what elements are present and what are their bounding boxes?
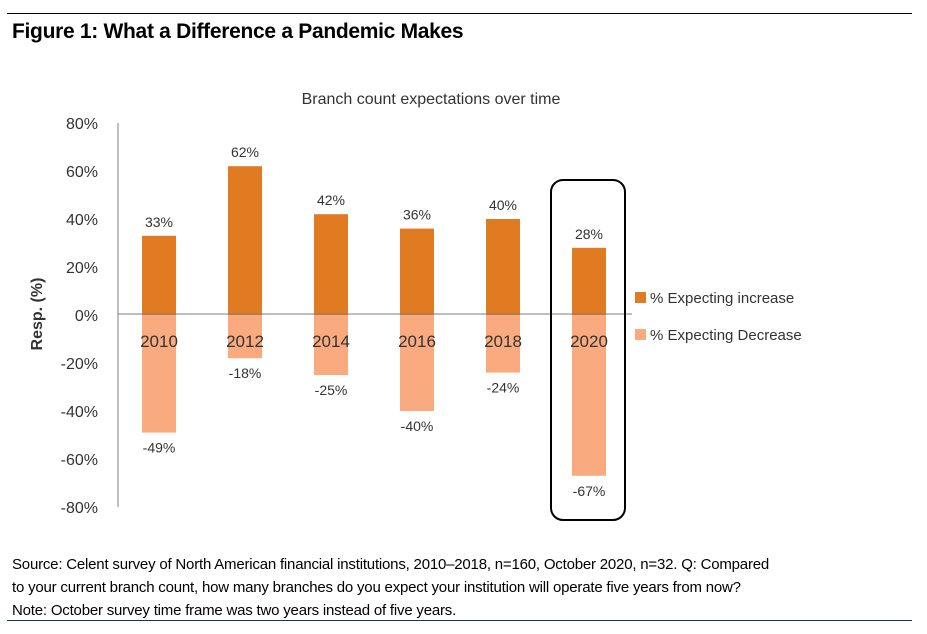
y-tick-label: 80% [66,116,98,133]
legend-label-decrease: % Expecting Decrease [650,327,802,344]
bar-decrease-2010 [142,315,176,433]
data-label-decrease: -24% [487,380,520,396]
source-note: Source: Celent survey of North American … [12,553,912,622]
bar-increase-2020 [572,247,606,315]
legend-swatch-decrease [635,329,646,340]
bar-increase-2014 [314,214,348,315]
data-label-increase: 42% [317,192,345,208]
figure-title: Figure 1: What a Difference a Pandemic M… [12,20,464,43]
data-label-decrease: -18% [229,365,262,381]
source-line: Source: Celent survey of North American … [12,556,770,573]
bar-increase-2010 [142,235,176,315]
top-rule [7,13,912,14]
note-line: Note: October survey time frame was two … [12,602,457,619]
data-label-increase: 28% [575,226,603,242]
bar-increase-2018 [486,219,520,315]
bar-chart: Branch count expectations over time Resp… [29,91,802,521]
y-tick-label: 0% [75,308,98,325]
data-label-increase: 40% [489,197,517,213]
data-label-decrease: -40% [401,418,434,434]
data-label-increase: 36% [403,207,431,223]
chart-title: Branch count expectations over time [302,91,561,108]
y-tick-label: -80% [61,500,98,517]
x-tick-label: 2016 [398,332,436,351]
x-tick-labels: 2010 2012 2014 2016 2018 2020 [140,332,608,351]
legend-label-increase: % Expecting increase [650,290,794,307]
data-label-increase: 62% [231,144,259,160]
y-tick-label: 40% [66,212,98,229]
y-tick-label: -40% [61,404,98,421]
data-labels: 33% -49% 62% -18% 42% -25% 36% -40% 40% -24% 28% -6… [143,144,606,499]
y-axis-label: Resp. (%) [29,278,46,351]
legend-swatch-increase [635,292,646,303]
bar-increase-2012 [228,166,262,315]
x-tick-label: 2020 [570,332,608,351]
source-line: to your current branch count, how many b… [12,579,741,596]
bottom-rule [7,620,912,621]
bar-decrease-2012 [228,315,262,359]
bar-decrease-2018 [486,315,520,373]
highlight-box-2020 [550,179,626,521]
x-tick-label: 2010 [140,332,178,351]
y-tick-label: 20% [66,260,98,277]
y-tick-label: 60% [66,164,98,181]
bar-decrease-2014 [314,315,348,375]
bar-decrease-2020 [572,315,606,476]
data-label-decrease: -67% [573,483,606,499]
y-tick-label: -60% [61,452,98,469]
legend: % Expecting increase % Expecting Decrease [635,290,802,344]
x-tick-label: 2012 [226,332,264,351]
data-label-increase: 33% [145,214,173,230]
x-tick-label: 2018 [484,332,522,351]
bar-decrease-2016 [400,315,434,411]
bars [142,166,606,476]
data-label-decrease: -49% [143,440,176,456]
x-tick-label: 2014 [312,332,350,351]
y-tick-labels: 80% 60% 40% 20% 0% -20% -40% -60% -80% [61,116,98,517]
y-tick-label: -20% [61,356,98,373]
data-label-decrease: -25% [315,382,348,398]
bar-increase-2016 [400,228,434,315]
